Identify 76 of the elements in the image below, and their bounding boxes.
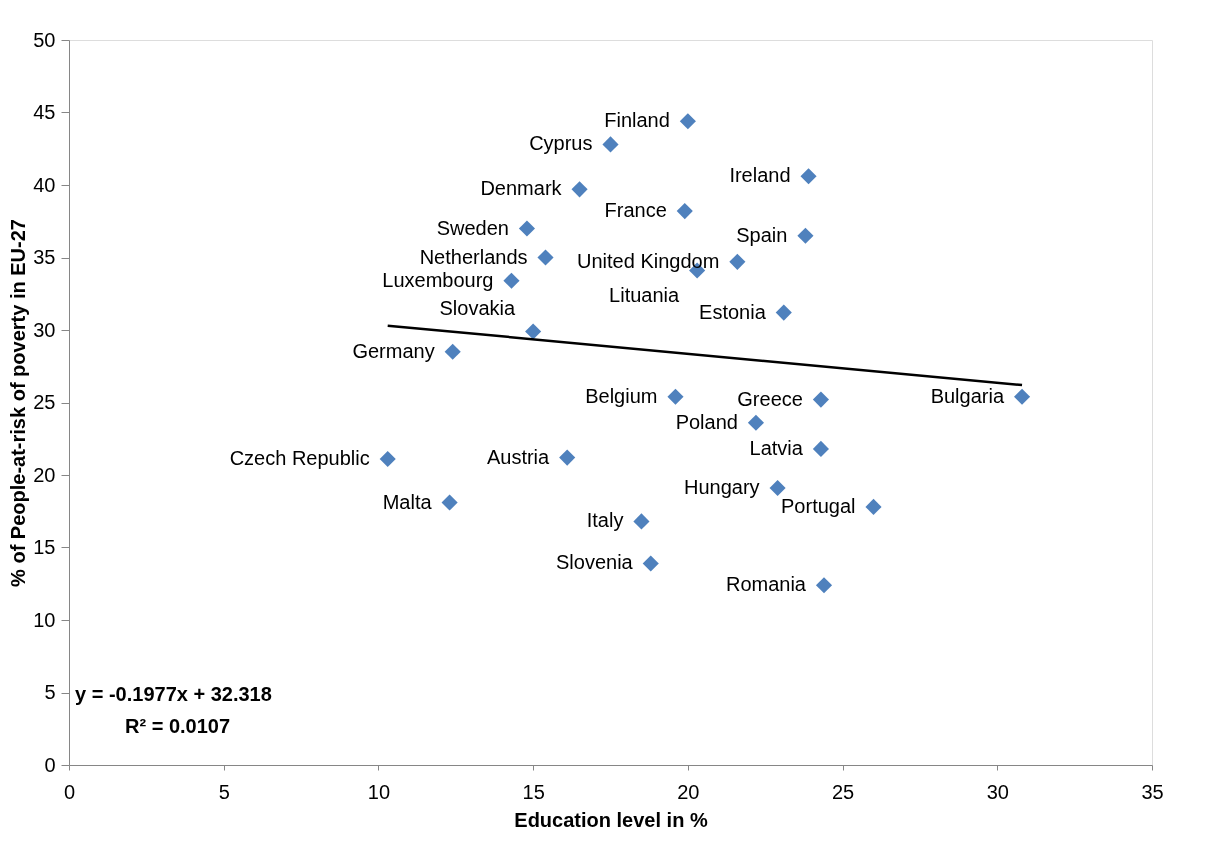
annotation: y = -0.1977x + 32.318 [75,683,272,705]
point [441,494,458,511]
y-tick-label: 15 [33,536,56,558]
data-label: Netherlands [419,245,528,268]
point [1013,388,1031,405]
point [525,323,542,340]
point [379,450,396,468]
x-tick-label: 0 [63,780,76,803]
point [571,181,588,198]
y-tick-label: 35 [33,246,56,268]
data-label: Malta [382,490,433,513]
point [800,168,817,185]
data-label: Greece [737,387,803,410]
y-tick-label: 25 [33,391,56,413]
point [812,391,829,408]
data-label: Finland [604,109,670,132]
point [633,513,650,530]
data-label: Germany [352,339,435,362]
x-tick-label: 30 [986,780,1009,803]
data-label: Belgium [585,384,658,407]
point [642,555,659,572]
x-tick-label: 5 [218,780,230,803]
data-label: United Kingdom [577,249,720,272]
data-label: Lituania [609,283,681,306]
point [444,343,461,360]
data-label: Austria [486,445,551,468]
y-tick-label: 30 [33,318,56,341]
point [729,253,746,270]
data-label: Cyprus [529,132,593,155]
data-label: Estonia [699,300,767,323]
point [537,249,554,266]
data-label: Spain [736,223,788,246]
data-label: Bulgaria [930,384,1005,407]
y-tick-label: 0 [44,753,56,776]
data-label: Czech Republic [229,447,370,470]
point [747,414,764,431]
data-label: Slovakia [439,297,517,320]
point [518,220,536,237]
data-label: Poland [675,410,738,433]
point [602,136,619,153]
data-label: Slovenia [556,551,634,574]
point [815,577,833,594]
x-tick-label: 15 [522,780,545,803]
x-tick-label: 20 [677,780,700,803]
y-tick-label: 10 [33,608,56,631]
annotation: R² = 0.0107 [125,715,231,737]
point [775,304,792,321]
data-label: Luxembourg [382,268,494,291]
y-tick-label: 20 [33,463,56,486]
point [676,203,693,220]
x-tick-label: 25 [831,780,855,803]
data-label: Romania [725,573,807,596]
x-tick-label: 10 [367,780,391,803]
point [797,227,814,244]
data-label: Latvia [749,436,804,459]
x-tick-label: 35 [1141,780,1164,803]
y-tick-label: 45 [33,101,56,123]
y-axis-title: % of People-at-risk of poverty in EU-27 [7,219,30,587]
data-label: France [604,199,667,222]
data-label: Hungary [683,476,760,499]
data-label: Ireland [729,164,791,187]
point [559,449,576,466]
point [769,479,786,497]
x-axis-title: Education level in % [514,808,708,831]
point [503,272,520,289]
data-label: Sweden [436,216,509,239]
y-tick-label: 40 [33,173,56,196]
point [667,388,684,405]
y-tick-label: 5 [44,681,56,703]
data-label: Portugal [781,494,856,517]
data-label: Italy [586,509,624,532]
point [865,498,882,515]
point [812,440,829,457]
y-tick-label: 50 [33,28,56,51]
point [679,113,696,130]
data-label: Denmark [480,177,563,200]
